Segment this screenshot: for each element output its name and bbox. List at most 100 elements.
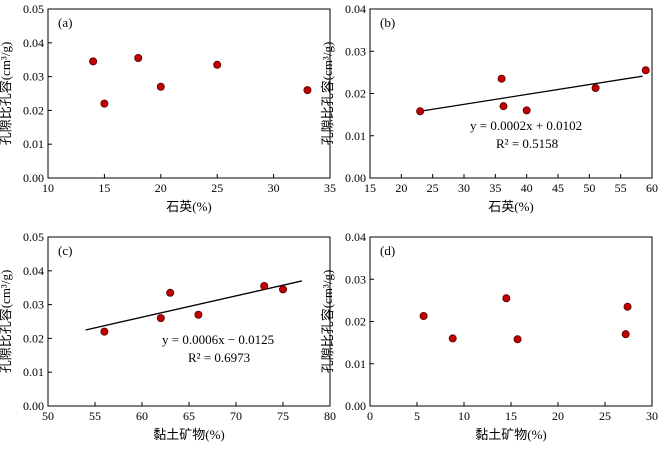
data-point xyxy=(278,285,287,294)
y-tick-label: 0.00 xyxy=(345,171,366,185)
trendline xyxy=(85,280,302,331)
x-tick-label: 20 xyxy=(552,409,564,423)
x-axis-label: 黏土矿物(%) xyxy=(153,427,225,442)
x-axis-label: 黏土矿物(%) xyxy=(475,427,547,442)
y-tick-label: 0.02 xyxy=(345,315,366,329)
y-tick-label: 0.00 xyxy=(345,399,366,413)
x-tick-label: 50 xyxy=(583,181,595,195)
data-point xyxy=(134,54,143,63)
x-tick-label: 60 xyxy=(646,181,658,195)
x-tick-label: 35 xyxy=(489,181,501,195)
plot-frame xyxy=(47,236,331,407)
x-tick-label: 25 xyxy=(211,181,223,195)
y-tick-label: 0.01 xyxy=(345,357,366,371)
x-tick-label: 15 xyxy=(98,181,110,195)
y-axis-label: 孔隙比孔容(cm³/g) xyxy=(320,42,335,146)
data-point xyxy=(499,102,508,111)
data-point xyxy=(513,335,522,344)
r-squared: R² = 0.5158 xyxy=(496,136,558,151)
data-point xyxy=(303,86,312,95)
x-tick-label: 20 xyxy=(395,181,407,195)
data-point xyxy=(166,288,175,297)
x-tick-label: 10 xyxy=(458,409,470,423)
y-tick-label: 0.00 xyxy=(23,399,44,413)
y-axis-label: 孔隙比孔容(cm³/g) xyxy=(0,270,13,374)
x-tick-label: 30 xyxy=(268,181,280,195)
data-point xyxy=(156,314,165,323)
data-point xyxy=(502,294,511,303)
x-tick-label: 25 xyxy=(427,181,439,195)
x-tick-label: 10 xyxy=(42,181,54,195)
data-point xyxy=(448,334,457,343)
panel-label: (b) xyxy=(380,15,395,30)
data-point xyxy=(260,282,269,291)
x-tick-label: 60 xyxy=(136,409,148,423)
x-tick-label: 15 xyxy=(364,181,376,195)
x-tick-label: 80 xyxy=(324,409,336,423)
y-tick-label: 0.00 xyxy=(23,171,44,185)
y-tick-label: 0.05 xyxy=(23,230,44,244)
y-axis-label: 孔隙比孔容(cm³/g) xyxy=(320,270,335,374)
y-tick-label: 0.04 xyxy=(345,2,366,16)
data-point xyxy=(100,99,109,108)
trendline xyxy=(420,75,643,112)
y-tick-label: 0.02 xyxy=(23,103,44,117)
panel-2: 15 20 25 30 35 40 45 50 55 60 0.00 0.01 0.02 0.03 0.04… xyxy=(320,2,658,214)
data-point xyxy=(194,310,203,319)
data-point xyxy=(416,107,425,116)
data-point xyxy=(623,302,632,311)
y-tick-label: 0.03 xyxy=(23,70,44,84)
data-point xyxy=(591,84,600,93)
y-tick-label: 0.05 xyxy=(23,2,44,16)
x-tick-label: 20 xyxy=(155,181,167,195)
data-point xyxy=(419,312,428,321)
y-tick-label: 0.03 xyxy=(345,272,366,286)
plot-frame xyxy=(47,8,331,179)
x-tick-label: 70 xyxy=(230,409,242,423)
y-tick-label: 0.01 xyxy=(23,137,44,151)
data-point xyxy=(213,60,222,69)
x-tick-label: 40 xyxy=(521,181,533,195)
y-tick-label: 0.03 xyxy=(345,44,366,58)
data-point xyxy=(100,327,109,336)
x-tick-label: 35 xyxy=(324,181,336,195)
y-tick-label: 0.04 xyxy=(345,230,366,244)
x-tick-label: 30 xyxy=(458,181,470,195)
y-tick-label: 0.01 xyxy=(345,129,366,143)
x-tick-label: 55 xyxy=(615,181,627,195)
panel-1: 10 15 20 25 30 35 0.00 0.01 0.02 0.03 0.04 0.05 (a) 石… xyxy=(0,2,336,214)
panel-label: (d) xyxy=(380,243,395,258)
x-axis-label: 石英(%) xyxy=(166,199,212,214)
x-tick-label: 55 xyxy=(89,409,101,423)
r-squared: R² = 0.6973 xyxy=(188,350,250,365)
x-tick-label: 65 xyxy=(183,409,195,423)
x-tick-label: 75 xyxy=(277,409,289,423)
x-tick-label: 0 xyxy=(367,409,373,423)
panel-label: (a) xyxy=(58,15,72,30)
x-tick-label: 15 xyxy=(505,409,517,423)
y-axis-label: 孔隙比孔容(cm³/g) xyxy=(0,42,13,146)
data-point xyxy=(497,74,506,83)
regression-equation: y = 0.0002x + 0.0102 xyxy=(470,118,582,133)
y-tick-label: 0.04 xyxy=(23,264,44,278)
data-point xyxy=(522,106,531,115)
y-tick-label: 0.02 xyxy=(23,331,44,345)
x-tick-label: 30 xyxy=(646,409,658,423)
y-tick-label: 0.01 xyxy=(23,365,44,379)
data-point xyxy=(156,82,165,91)
panel-label: (c) xyxy=(58,243,72,258)
panel-3: 50 55 60 65 70 75 80 0.00 0.01 0.02 0.03 0.04 0.05 (c… xyxy=(0,230,336,442)
data-point xyxy=(621,330,630,339)
data-point xyxy=(89,57,98,66)
y-tick-label: 0.02 xyxy=(345,87,366,101)
x-tick-label: 50 xyxy=(42,409,54,423)
plot-frame xyxy=(369,236,653,407)
x-tick-label: 5 xyxy=(414,409,420,423)
x-tick-label: 45 xyxy=(552,181,564,195)
data-point xyxy=(641,66,650,75)
regression-equation: y = 0.0006x − 0.0125 xyxy=(162,332,274,347)
y-tick-label: 0.03 xyxy=(23,298,44,312)
x-axis-label: 石英(%) xyxy=(488,199,534,214)
x-tick-label: 25 xyxy=(599,409,611,423)
